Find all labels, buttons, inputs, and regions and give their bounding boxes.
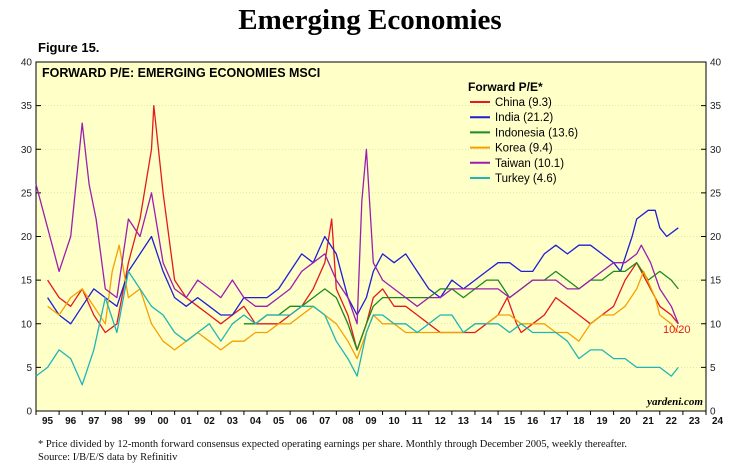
x-tick-label: 06 bbox=[296, 416, 308, 427]
y-tick-label-left: 10 bbox=[21, 319, 33, 330]
end-annotation: 10/20 bbox=[663, 324, 691, 336]
x-tick-label: 02 bbox=[204, 416, 216, 427]
x-tick-label: 20 bbox=[620, 416, 632, 427]
x-tick-label: 21 bbox=[643, 416, 655, 427]
y-tick-label-left: 20 bbox=[21, 232, 33, 243]
x-axis: 95 96 97 98 99 00 01 02 03 04 05 06 07 08 09 10 11 12 13 14… bbox=[35, 410, 724, 427]
x-tick-label: 00 bbox=[158, 416, 170, 427]
x-tick-label: 98 bbox=[111, 416, 123, 427]
legend: Forward P/E* China (9.3) India (21.2) Indo… bbox=[468, 80, 578, 185]
x-tick-label: 09 bbox=[365, 416, 377, 427]
legend-label-india: India (21.2) bbox=[495, 112, 553, 124]
y-axis-right: 0 5 10 15 20 25 30 35 40 bbox=[701, 58, 722, 418]
y-tick-label-left: 15 bbox=[21, 276, 33, 287]
x-tick-label: 17 bbox=[550, 416, 562, 427]
plot-background bbox=[35, 61, 707, 412]
legend-label-turkey: Turkey (4.6) bbox=[495, 173, 557, 185]
y-tick-label-right: 10 bbox=[710, 319, 722, 330]
x-tick-label: 97 bbox=[88, 416, 100, 427]
x-tick-label: 04 bbox=[250, 416, 262, 427]
series-turkey bbox=[35, 270, 679, 386]
x-tick-label: 15 bbox=[504, 416, 516, 427]
x-tick-label: 95 bbox=[42, 416, 54, 427]
y-tick-label-right: 0 bbox=[710, 407, 716, 418]
y-tick-label-left: 5 bbox=[26, 363, 32, 374]
x-tick-label: 01 bbox=[181, 416, 193, 427]
x-tick-label: 23 bbox=[689, 416, 701, 427]
x-tick-label: 14 bbox=[481, 416, 493, 427]
series-indonesia bbox=[243, 262, 679, 351]
x-tick-label: 13 bbox=[458, 416, 470, 427]
y-tick-label-left: 35 bbox=[21, 101, 33, 112]
x-tick-label: 08 bbox=[342, 416, 354, 427]
y-tick-label-right: 40 bbox=[710, 58, 722, 69]
legend-label-china: China (9.3) bbox=[495, 97, 552, 109]
watermark: yardeni.com bbox=[645, 396, 703, 408]
y-tick-label-left: 30 bbox=[21, 145, 33, 156]
x-tick-label: 19 bbox=[596, 416, 608, 427]
figure-label: Figure 15. bbox=[38, 40, 100, 55]
footnote-line-1: * Price divided by 12-month forward cons… bbox=[38, 439, 627, 450]
x-tick-label: 16 bbox=[527, 416, 539, 427]
series-india bbox=[47, 209, 679, 325]
legend-label-korea: Korea (9.4) bbox=[495, 143, 553, 155]
y-tick-label-right: 25 bbox=[710, 188, 722, 199]
series-line-turkey bbox=[35, 270, 679, 386]
x-tick-label: 12 bbox=[435, 416, 447, 427]
legend-label-taiwan: Taiwan (10.1) bbox=[495, 158, 564, 170]
y-tick-label-right: 20 bbox=[710, 232, 722, 243]
series-line-taiwan bbox=[35, 122, 679, 325]
x-tick-label: 24 bbox=[712, 416, 724, 427]
y-axis-left: 0 5 10 15 20 25 30 35 40 bbox=[21, 58, 41, 418]
x-tick-label: 05 bbox=[273, 416, 285, 427]
series-lines bbox=[35, 104, 679, 386]
x-tick-label: 11 bbox=[412, 416, 423, 427]
chart-title: FORWARD P/E: EMERGING ECONOMIES MSCI bbox=[42, 66, 320, 80]
series-line-india bbox=[47, 209, 679, 325]
y-tick-label-left: 25 bbox=[21, 188, 33, 199]
series-line-indonesia bbox=[243, 262, 679, 351]
x-tick-label: 07 bbox=[319, 416, 331, 427]
x-tick-label: 10 bbox=[389, 416, 401, 427]
y-tick-label-right: 35 bbox=[710, 101, 722, 112]
x-tick-label: 18 bbox=[573, 416, 585, 427]
x-tick-label: 96 bbox=[65, 416, 77, 427]
main-title: Emerging Economies bbox=[238, 4, 502, 36]
footnote-source: Source: I/B/E/S data by Refinitiv bbox=[38, 452, 178, 463]
y-tick-label-left: 0 bbox=[26, 407, 32, 418]
legend-title: Forward P/E* bbox=[468, 80, 543, 94]
series-taiwan bbox=[35, 122, 679, 325]
x-tick-label: 22 bbox=[666, 416, 678, 427]
y-tick-label-left: 40 bbox=[21, 58, 33, 69]
y-tick-label-right: 30 bbox=[710, 145, 722, 156]
x-tick-label: 99 bbox=[134, 416, 146, 427]
y-tick-label-right: 5 bbox=[710, 363, 716, 374]
x-tick-label: 03 bbox=[227, 416, 239, 427]
footnote: * Price divided by 12-month forward cons… bbox=[38, 438, 627, 464]
legend-label-indonesia: Indonesia (13.6) bbox=[495, 127, 578, 139]
y-tick-label-right: 15 bbox=[710, 276, 722, 287]
